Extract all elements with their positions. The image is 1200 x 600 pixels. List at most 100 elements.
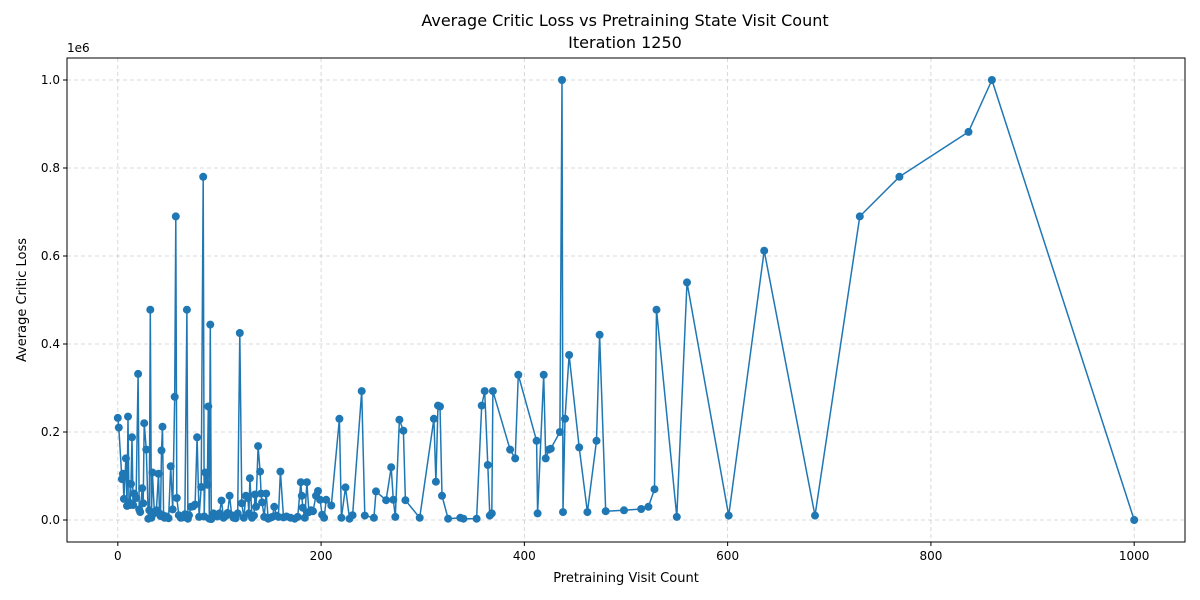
data-point xyxy=(341,483,350,492)
data-point xyxy=(487,509,496,518)
data-point xyxy=(118,469,127,478)
data-point xyxy=(243,494,252,502)
x-tick-label: 800 xyxy=(919,549,942,563)
data-point xyxy=(235,329,244,337)
data-point xyxy=(138,484,147,493)
data-point xyxy=(391,512,400,521)
data-point xyxy=(372,487,380,496)
data-point xyxy=(561,414,569,423)
data-point xyxy=(113,413,122,422)
data-point xyxy=(201,468,210,477)
data-point xyxy=(296,478,305,487)
x-tick-label: 200 xyxy=(310,549,333,563)
data-point xyxy=(429,414,438,423)
data-point xyxy=(650,485,659,494)
data-point xyxy=(335,414,344,423)
data-point xyxy=(683,278,691,287)
data-point xyxy=(124,412,132,421)
data-point xyxy=(142,445,151,454)
data-point xyxy=(197,483,206,491)
y-tick-label: 0.2 xyxy=(41,425,60,439)
data-point xyxy=(252,502,260,511)
data-point xyxy=(293,512,302,521)
x-tick-label: 600 xyxy=(716,549,739,563)
x-tick-label: 0 xyxy=(114,549,122,563)
data-point xyxy=(327,501,336,510)
data-point xyxy=(250,511,258,520)
data-point xyxy=(1130,516,1139,524)
data-point xyxy=(431,477,440,486)
data-point xyxy=(185,511,193,520)
data-point xyxy=(191,500,200,509)
plot-frame xyxy=(66,57,1186,543)
data-point xyxy=(488,387,497,396)
data-point xyxy=(575,443,584,452)
y-tick-label: 0.8 xyxy=(41,161,60,175)
data-point xyxy=(164,514,173,523)
y-tick-label: 0.4 xyxy=(41,337,60,351)
data-point xyxy=(168,505,177,514)
data-point xyxy=(206,320,215,329)
data-point xyxy=(158,422,167,431)
data-point xyxy=(436,402,444,411)
data-point xyxy=(172,494,181,502)
data-point xyxy=(314,487,322,495)
data-point xyxy=(182,305,191,314)
data-point xyxy=(511,454,520,463)
data-point xyxy=(472,514,481,523)
data-point xyxy=(987,76,996,84)
chart-title: Average Critic Loss vs Pretraining State… xyxy=(421,11,828,30)
data-point xyxy=(204,402,213,411)
data-point xyxy=(270,502,279,511)
data-point xyxy=(262,489,271,498)
data-point xyxy=(127,479,135,488)
data-point xyxy=(644,502,653,511)
data-point xyxy=(532,436,541,445)
data-point xyxy=(855,212,864,221)
x-tick-label: 400 xyxy=(513,549,536,563)
grid-lines xyxy=(67,58,1185,542)
x-axis-label: Pretraining Visit Count xyxy=(553,571,699,586)
data-point xyxy=(140,419,149,428)
data-point xyxy=(302,478,311,487)
data-point xyxy=(541,454,550,463)
data-point xyxy=(811,511,819,520)
data-point xyxy=(217,496,226,505)
data-point xyxy=(395,415,404,424)
data-point xyxy=(148,468,157,477)
y-tick-label: 1.0 xyxy=(41,73,60,87)
data-point xyxy=(387,463,396,472)
data-point xyxy=(514,370,523,379)
data-point xyxy=(146,305,155,314)
data-point xyxy=(171,212,180,221)
y-axis-label: Average Critic Loss xyxy=(15,238,30,362)
data-point xyxy=(276,467,285,476)
data-point xyxy=(652,305,661,314)
data-point xyxy=(300,513,309,522)
x-tick-label: 1000 xyxy=(1119,549,1150,563)
data-point xyxy=(895,172,904,181)
data-point xyxy=(114,423,123,432)
data-point xyxy=(565,351,574,359)
y-tick-label: 0.6 xyxy=(41,249,60,263)
data-point xyxy=(382,496,391,505)
data-point xyxy=(154,469,163,478)
data-point xyxy=(128,433,136,442)
data-point xyxy=(444,514,453,523)
data-point xyxy=(399,426,408,435)
data-point xyxy=(251,490,259,499)
data-point xyxy=(438,491,446,500)
data-point xyxy=(583,508,592,517)
data-point xyxy=(546,444,555,453)
data-point xyxy=(506,445,515,454)
data-point xyxy=(360,511,369,520)
data-point xyxy=(298,503,307,512)
data-point xyxy=(256,467,265,476)
data-point xyxy=(193,433,202,442)
x-axis-ticks: 0 200 400 600 800 1000 xyxy=(114,542,1149,563)
data-point xyxy=(157,446,166,455)
data-point xyxy=(258,498,267,507)
data-point xyxy=(595,330,604,339)
data-point xyxy=(322,495,331,504)
